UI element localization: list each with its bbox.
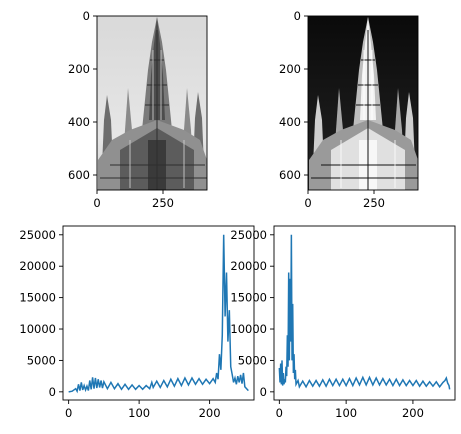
y-tick-label: 5000 (238, 353, 267, 367)
histogram-equalized: 0 5000 10000 15000 20000 25000 0 100 200 (230, 225, 456, 420)
y-tick-label: 0 (49, 385, 56, 399)
cathedral-equalized-picture (309, 17, 418, 190)
y-tick-label: 25000 (19, 228, 56, 242)
image-panel-equalized: 0 200 400 600 0 250 (279, 9, 419, 210)
plot-frame (62, 225, 255, 401)
y-tick-label: 0 (83, 9, 90, 23)
y-tick-label: 400 (68, 115, 90, 129)
y-tick-label: 20000 (230, 259, 267, 273)
x-tick-label: 200 (402, 406, 424, 420)
y-tick-label: 0 (260, 385, 267, 399)
y-tick-label: 600 (68, 168, 90, 182)
y-tick-label: 20000 (19, 259, 56, 273)
image-original-axis-ticks: 0 200 400 600 0 250 (68, 9, 174, 210)
image-equalized-frame (307, 15, 419, 191)
x-tick-label: 100 (128, 406, 150, 420)
y-tick-label: 400 (279, 115, 301, 129)
image-panel-original: 0 200 400 600 0 250 (68, 9, 208, 210)
plot-frame (273, 225, 456, 401)
y-tick-label: 15000 (230, 291, 267, 305)
y-tick-label: 0 (294, 9, 301, 23)
histogram-series-line (68, 234, 249, 394)
y-tick-label: 25000 (230, 228, 267, 242)
x-tick-label: 250 (152, 196, 174, 210)
y-tick-label: 10000 (230, 322, 267, 336)
x-tick-label: 200 (199, 406, 221, 420)
histogram-original: 0 5000 10000 15000 20000 25000 0 100 200 (19, 225, 255, 420)
y-tick-label: 10000 (19, 322, 56, 336)
x-tick-label: 0 (93, 196, 100, 210)
y-tick-label: 15000 (19, 291, 56, 305)
x-tick-label: 0 (276, 406, 283, 420)
y-tick-label: 200 (279, 62, 301, 76)
y-tick-label: 200 (68, 62, 90, 76)
x-tick-label: 100 (335, 406, 357, 420)
image-equalized-axis-ticks: 0 200 400 600 0 250 (279, 9, 385, 210)
x-tick-label: 0 (304, 196, 311, 210)
cathedral-original-picture (98, 17, 207, 190)
y-tick-label: 600 (279, 168, 301, 182)
y-tick-label: 5000 (27, 353, 56, 367)
histogram-series-line (278, 234, 451, 390)
x-tick-label: 0 (65, 406, 72, 420)
image-original-frame (96, 15, 208, 191)
x-tick-label: 250 (363, 196, 385, 210)
